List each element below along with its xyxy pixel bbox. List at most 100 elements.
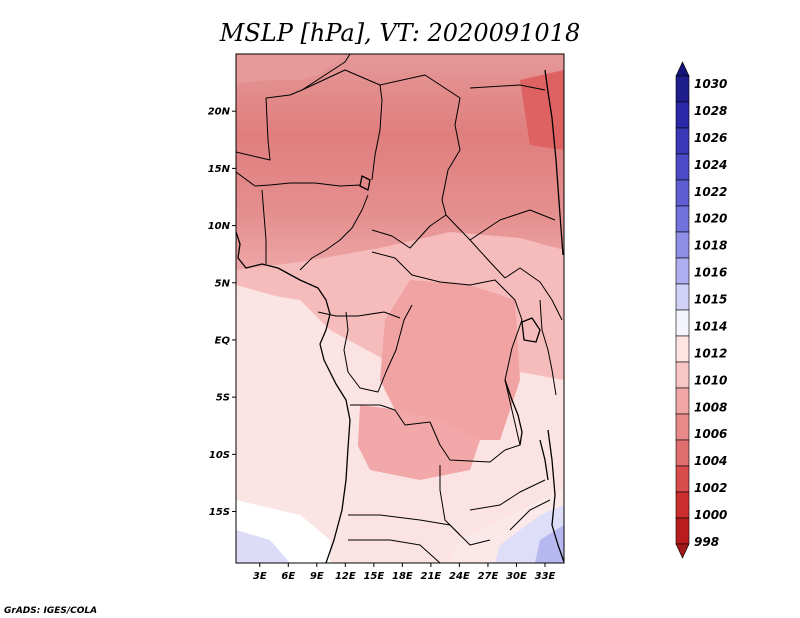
lon-tick-label: 9E: [310, 571, 324, 582]
colorbar-label: 1030: [694, 77, 727, 91]
colorbar-label: 1002: [694, 481, 727, 495]
lake-tanganyika: [504, 379, 523, 446]
lat-tick-label: EQ: [215, 335, 231, 346]
colorbar-label: 1026: [694, 131, 727, 145]
colorbar-top-arrow: [675, 61, 690, 77]
west-african-coastline: [236, 231, 351, 563]
border-east-africa: [504, 267, 563, 321]
border-niger-algeria: [265, 54, 351, 99]
colorbar-swatch: [675, 127, 690, 155]
colorbar-swatch: [675, 101, 690, 129]
lon-tick-label: 21E: [421, 571, 442, 582]
colorbar-swatch: [675, 205, 690, 233]
colorbar-swatch: [675, 413, 690, 441]
pressure-field-southern-interior: [355, 405, 480, 480]
lat-tick-label: 5N: [215, 278, 231, 289]
border-sudan-chad: [379, 74, 461, 216]
colorbar-label: 1004: [694, 454, 727, 468]
border-drc-angola: [350, 404, 506, 463]
border-zambia-zimbabwe: [469, 479, 546, 511]
lake-chad: [359, 175, 371, 191]
pressure-field-sw-high: [236, 530, 290, 563]
border-gabon-congo: [343, 304, 413, 393]
lat-tick-label: 15N: [208, 164, 231, 175]
border-mali: [236, 97, 271, 161]
colorbar-swatch: [675, 231, 690, 259]
colorbar-bottom-arrow: [675, 543, 690, 559]
lat-tick-label: 10N: [208, 221, 231, 232]
colorbar-swatch: [675, 387, 690, 415]
colorbar-label: 1018: [694, 239, 727, 253]
colorbar-label: 1000: [694, 508, 727, 522]
grads-credit: GrADS: IGES/COLA: [4, 606, 97, 616]
colorbar-swatch: [675, 361, 690, 389]
colorbar-label: 1022: [694, 185, 727, 199]
colorbar-swatch: [675, 491, 690, 519]
border-namibia: [348, 514, 491, 546]
border-drc-east: [504, 299, 523, 451]
border-car-south: [371, 251, 516, 301]
colorbar-swatch: [675, 257, 690, 285]
pressure-field-nw: [236, 54, 346, 84]
colorbar-label: 1015: [694, 293, 727, 307]
colorbar-swatch: [675, 75, 690, 103]
pressure-field-congo-basin: [380, 280, 520, 440]
lon-tick-label: 24E: [449, 571, 470, 582]
pressure-field-atlantic: [236, 290, 360, 563]
border-car-north: [371, 214, 506, 279]
lon-tick-label: 30E: [506, 571, 527, 582]
colorbar-label: 1006: [694, 427, 727, 441]
border-libya-chad: [301, 69, 383, 181]
colorbar-swatch: [675, 309, 690, 337]
lat-tick-label: 15S: [209, 507, 230, 518]
lon-tick-label: 3E: [253, 571, 267, 582]
lake-victoria: [521, 317, 541, 343]
east-african-coastline: [544, 69, 564, 256]
border-nigeria-cameroon: [299, 194, 369, 271]
border-sahel-west: [236, 171, 361, 187]
colorbar-label: 1008: [694, 400, 727, 414]
colorbar-label: 998: [694, 535, 719, 549]
lat-tick-label: 5S: [216, 393, 230, 404]
colorbar-label: 1010: [694, 373, 727, 387]
map-frame: [235, 53, 565, 564]
border-zimbabwe-moz: [509, 499, 551, 531]
colorbar-swatch: [675, 179, 690, 207]
border-benin-nigeria: [261, 189, 267, 264]
lat-tick-label: 10S: [209, 450, 230, 461]
colorbar-label: 1020: [694, 212, 727, 226]
lon-tick-label: 15E: [363, 571, 384, 582]
lon-tick-label: 12E: [335, 571, 356, 582]
border-uganda-kenya: [539, 299, 557, 396]
border-egypt-sudan: [469, 84, 546, 91]
colorbar-label: 1014: [694, 319, 727, 333]
colorbar-label: 1024: [694, 158, 727, 172]
lon-tick-label: 6E: [281, 571, 295, 582]
border-cameroon-south: [317, 311, 401, 319]
border-ethiopia: [469, 209, 556, 241]
colorbar-swatch: [675, 465, 690, 493]
colorbar-label: 1012: [694, 346, 727, 360]
lat-tick-label: 20N: [208, 107, 231, 118]
lake-malawi: [539, 439, 549, 481]
border-botswana: [348, 539, 441, 563]
lon-tick-label: 33E: [535, 571, 556, 582]
colorbar-label: 1016: [694, 266, 727, 280]
longitude-axis: 3E 6E 9E 12E 15E 18E 21E 24E 27E 30E 33E: [253, 563, 556, 582]
latitude-axis: 20N 15N 10N 5N EQ 5S 10S 15S: [208, 107, 236, 518]
coastline-and-borders: [236, 54, 564, 563]
colorbar-label: 1028: [694, 104, 727, 118]
colorbar-swatch: [675, 517, 690, 545]
lon-tick-label: 18E: [392, 571, 413, 582]
colorbar: 1030 1028 1026 1024 1022 1020 1018 1016 1015 1014…: [675, 61, 727, 559]
colorbar-swatch: [675, 153, 690, 181]
colorbar-swatch: [675, 439, 690, 467]
colorbar-swatch: [675, 283, 690, 311]
colorbar-swatch: [675, 335, 690, 363]
map-panel: [236, 54, 564, 563]
mozambique-coast: [547, 429, 564, 563]
lon-tick-label: 27E: [478, 571, 499, 582]
pressure-field-se-high-core: [535, 525, 564, 563]
map-title: MSLP [hPa], VT: 2020091018: [219, 19, 580, 47]
